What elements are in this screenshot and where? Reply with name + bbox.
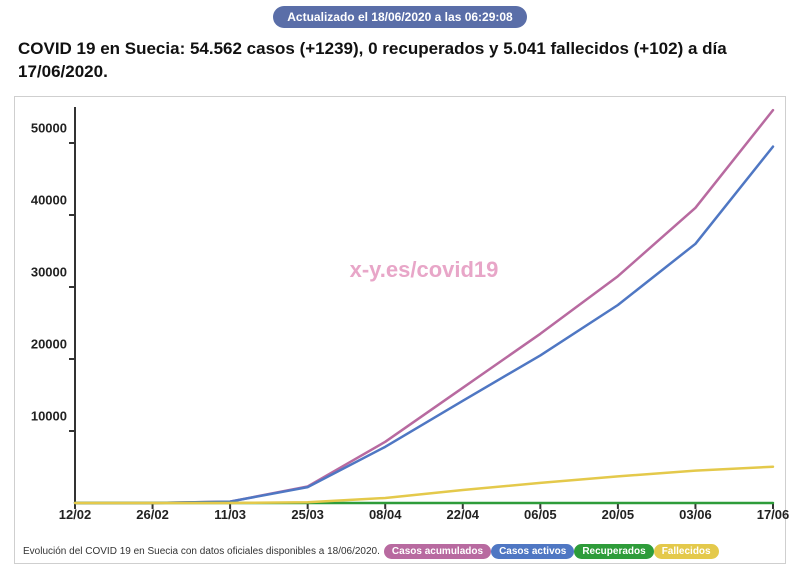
y-tick-label: 50000 [31,120,67,135]
x-tick-label: 11/03 [214,507,246,522]
x-tick-label: 08/04 [369,507,402,522]
update-badge: Actualizado el 18/06/2020 a las 06:29:08 [273,6,526,28]
x-tick-label: 03/06 [679,507,712,522]
x-tick-label: 25/03 [291,507,324,522]
series-casos-acumulados [75,110,773,503]
legend-pill-casos-activos: Casos activos [491,544,574,559]
legend-pill-casos-acumulados: Casos acumulados [384,544,491,559]
x-axis-ticks: 12/0226/0211/0325/0308/0422/0406/0520/05… [75,507,773,527]
series-fallecidos [75,467,773,503]
x-tick-label: 20/05 [602,507,635,522]
y-tick-label: 10000 [31,408,67,423]
footer-caption-text: Evolución del COVID 19 en Suecia con dat… [23,546,380,557]
x-tick-label: 22/04 [446,507,479,522]
legend: Casos acumuladosCasos activosRecuperados… [384,544,719,559]
line-chart-svg [75,107,773,503]
y-tick-label: 20000 [31,336,67,351]
chart-container: 10000 20000 30000 40000 50000 x-y.es/covid19… [14,96,786,564]
plot-area: x-y.es/covid19 [75,107,773,503]
legend-pill-recuperados: Recuperados [574,544,653,559]
x-tick-label: 06/05 [524,507,557,522]
chart-footer: Evolución del COVID 19 en Suecia con dat… [23,544,777,559]
y-tick-label: 30000 [31,264,67,279]
x-tick-label: 17/06 [757,507,790,522]
series-casos-activos [75,146,773,502]
page-headline: COVID 19 en Suecia: 54.562 casos (+1239)… [0,38,800,96]
y-tick-label: 40000 [31,192,67,207]
x-tick-label: 26/02 [136,507,169,522]
x-tick-label: 12/02 [59,507,92,522]
legend-pill-fallecidos: Fallecidos [654,544,719,559]
y-axis-ticks: 10000 20000 30000 40000 50000 [15,107,73,503]
